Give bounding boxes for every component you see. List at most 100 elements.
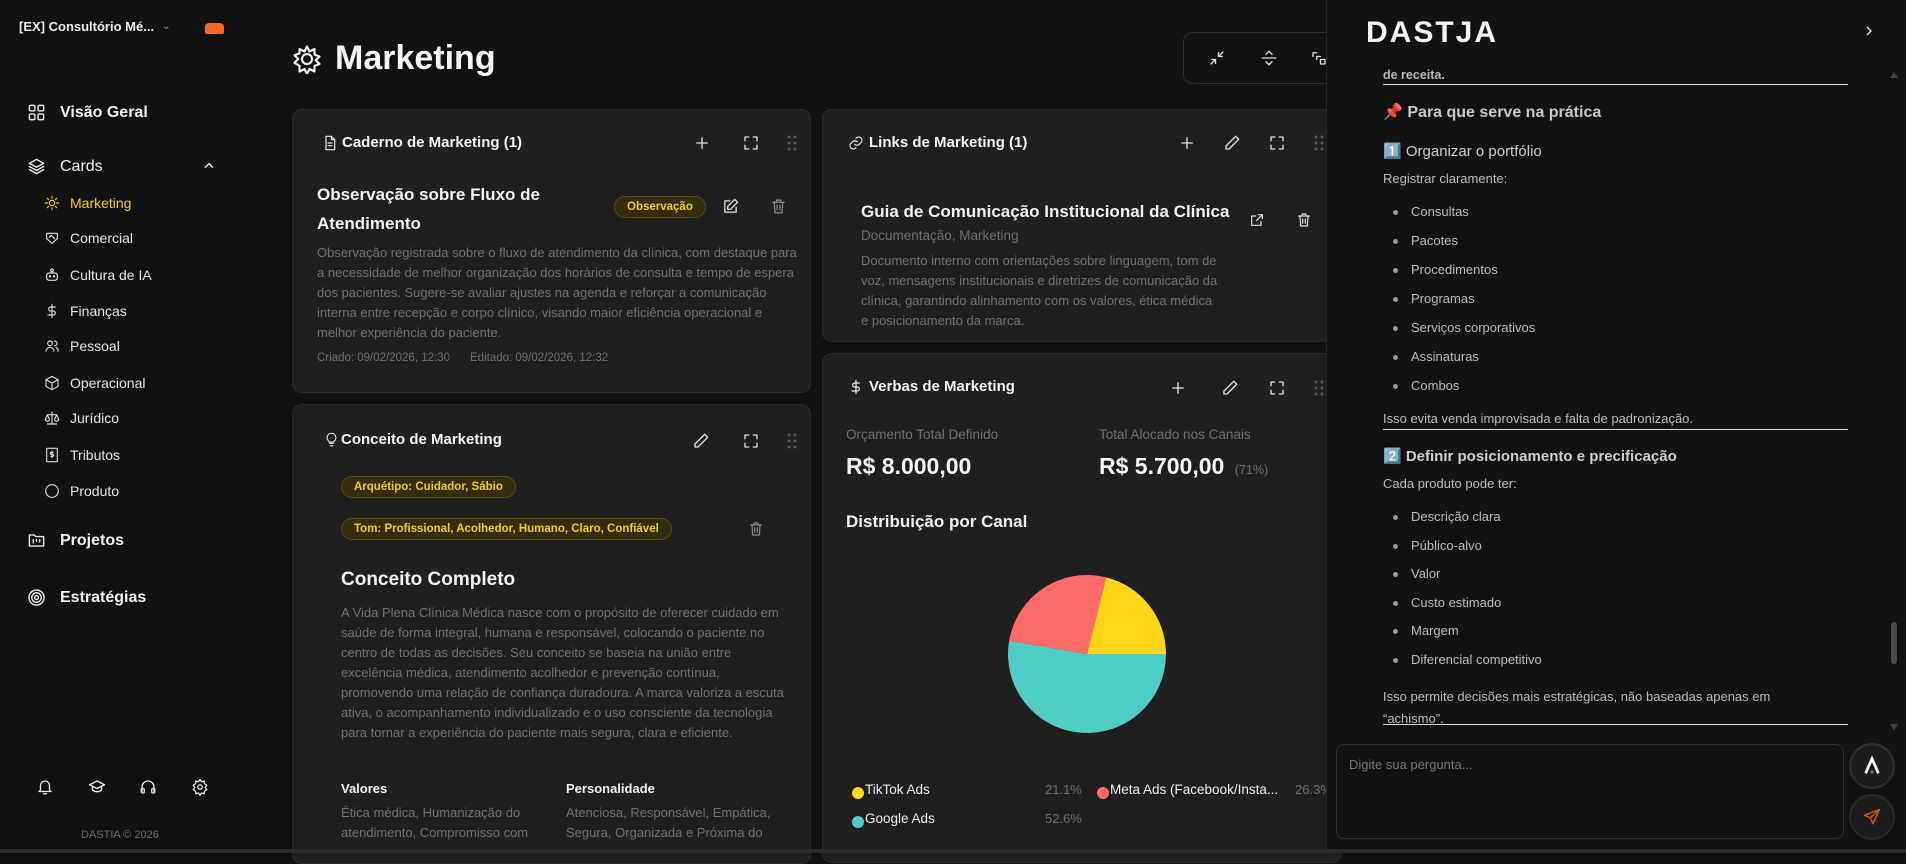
card-title: Verbas de Marketing bbox=[869, 378, 1015, 395]
fullscreen-button[interactable] bbox=[742, 432, 760, 450]
chat-scroll-area[interactable]: de receita. 📌 Para que serve na prática … bbox=[1327, 62, 1906, 734]
legend-percent: 52.6% bbox=[1045, 811, 1082, 826]
sidebar-item-projetos[interactable]: Projetos bbox=[27, 531, 124, 550]
values-title: Valores bbox=[341, 781, 388, 796]
channel-pie-chart bbox=[1008, 575, 1166, 733]
sidebar-item-overview[interactable]: Visão Geral bbox=[27, 103, 148, 122]
fullscreen-button[interactable] bbox=[1268, 379, 1286, 397]
chevron-up-icon[interactable] bbox=[202, 159, 216, 173]
robot-icon bbox=[44, 267, 60, 283]
sidebar-item-estrategias[interactable]: Estratégias bbox=[27, 588, 146, 607]
subheading-1: 1️⃣ Organizar o portfólio bbox=[1383, 143, 1542, 160]
edit-links-button[interactable] bbox=[1223, 134, 1241, 152]
horizontal-scrollbar[interactable] bbox=[0, 849, 1906, 853]
subheading-2: 2️⃣ Definir posicionamento e precificaçã… bbox=[1383, 448, 1677, 465]
send-button[interactable] bbox=[1849, 794, 1895, 840]
bell-icon[interactable] bbox=[36, 778, 54, 796]
sidebar-item-pessoal[interactable]: Pessoal bbox=[44, 336, 120, 356]
list-item: Programas bbox=[1393, 291, 1475, 306]
scrollbar-track[interactable] bbox=[1889, 68, 1899, 734]
scroll-down-arrow[interactable] bbox=[1890, 724, 1898, 730]
legend-label: Google Ads bbox=[865, 811, 935, 826]
budget-card: Verbas de Marketing Orçamento Total Defi… bbox=[822, 353, 1342, 863]
link-icon bbox=[848, 135, 864, 151]
add-note-button[interactable] bbox=[693, 134, 711, 152]
workspace-selector[interactable]: [EX] Consultório Mé... ⌄ bbox=[19, 19, 170, 34]
graduation-cap-icon[interactable] bbox=[88, 778, 106, 796]
edit-concept-button[interactable] bbox=[692, 432, 710, 450]
distribution-title: Distribuição por Canal bbox=[846, 512, 1028, 531]
legend-dot bbox=[852, 787, 864, 799]
drag-handle-icon[interactable] bbox=[1313, 134, 1325, 152]
expand-vertical-icon[interactable] bbox=[1260, 49, 1278, 67]
sidebar-item-label: Marketing bbox=[70, 195, 132, 211]
users-icon bbox=[44, 338, 60, 354]
grid-icon bbox=[28, 104, 45, 121]
card-title: Links de Marketing (1) bbox=[869, 134, 1028, 151]
collapse-panel-chevron-icon[interactable] bbox=[1863, 24, 1875, 38]
pie-slice-google bbox=[1008, 641, 1166, 733]
sidebar-item-label: Produto bbox=[70, 483, 120, 499]
list-item: Custo estimado bbox=[1392, 594, 1502, 610]
values-text: Ética médica, Humanização do atendimento… bbox=[341, 805, 529, 840]
note-body: Observação registrada sobre o fluxo de a… bbox=[317, 245, 797, 340]
list-item: Descrição clara bbox=[1393, 509, 1501, 524]
scrollbar-thumb[interactable] bbox=[1891, 622, 1897, 664]
section-heading: 📌 Para que serve na prática bbox=[1383, 104, 1602, 121]
add-budget-button[interactable] bbox=[1169, 379, 1187, 397]
edit-budget-button[interactable] bbox=[1221, 379, 1239, 397]
list-item: Pacotes bbox=[1393, 233, 1458, 248]
list-item: Margem bbox=[1393, 623, 1459, 639]
sidebar-item-financas[interactable]: Finanças bbox=[44, 301, 127, 321]
fullscreen-button[interactable] bbox=[1268, 134, 1286, 152]
total-budget-label: Orçamento Total Definido bbox=[846, 427, 999, 442]
assistant-avatar-button[interactable] bbox=[1849, 743, 1895, 789]
sidebar-item-label: Jurídico bbox=[70, 410, 120, 426]
list-item: Consultas bbox=[1393, 204, 1469, 219]
allocated-label: Total Alocado nos Canais bbox=[1099, 427, 1251, 442]
delete-concept-button[interactable] bbox=[748, 521, 764, 537]
collapse-all-icon[interactable] bbox=[1208, 49, 1226, 67]
full-concept-text: A Vida Plena Clínica Médica nasce com o … bbox=[341, 605, 784, 740]
chat-input[interactable] bbox=[1336, 744, 1844, 839]
dastia-mark-icon bbox=[1864, 755, 1880, 774]
fullscreen-button[interactable] bbox=[742, 134, 760, 152]
legend-dot bbox=[852, 816, 864, 828]
headphones-icon[interactable] bbox=[139, 778, 157, 796]
edit-note-button[interactable] bbox=[722, 198, 739, 215]
scroll-up-arrow[interactable] bbox=[1890, 72, 1898, 78]
drag-handle-icon[interactable] bbox=[786, 134, 798, 152]
drag-handle-icon[interactable] bbox=[1313, 379, 1325, 397]
sidebar-item-cultura-ia[interactable]: Cultura de IA bbox=[44, 265, 152, 285]
workspace-badge bbox=[205, 23, 224, 34]
settings-gear-icon[interactable] bbox=[191, 778, 209, 796]
link-title[interactable]: Guia de Comunicação Institucional da Clí… bbox=[861, 202, 1230, 221]
box-icon bbox=[44, 375, 60, 391]
sidebar-item-juridico[interactable]: Jurídico bbox=[44, 408, 119, 428]
sidebar-item-tributos[interactable]: Tributos bbox=[44, 445, 120, 465]
delete-link-button[interactable] bbox=[1296, 212, 1312, 228]
sidebar-item-produto[interactable]: Produto bbox=[44, 481, 119, 501]
file-text-icon bbox=[322, 135, 338, 151]
list-item: Serviços corporativos bbox=[1392, 320, 1536, 335]
sidebar-item-operacional[interactable]: Operacional bbox=[44, 373, 146, 393]
sidebar-section-cards[interactable]: Cards bbox=[27, 157, 103, 176]
sidebar-item-marketing[interactable]: Marketing bbox=[44, 193, 131, 213]
sidebar-item-label: Visão Geral bbox=[60, 103, 148, 121]
divider bbox=[1383, 84, 1848, 85]
sidebar-item-comercial[interactable]: Comercial bbox=[44, 228, 133, 248]
prev-tail-text: de receita. bbox=[1383, 68, 1445, 82]
layout-shapes-icon[interactable] bbox=[1310, 49, 1328, 67]
drag-handle-icon[interactable] bbox=[786, 432, 798, 450]
dastia-logo: DASTJA bbox=[1366, 16, 1499, 49]
delete-note-button[interactable] bbox=[770, 198, 787, 215]
tone-badge: Tom: Profissional, Acolhedor, Humano, Cl… bbox=[341, 518, 672, 540]
legend-label: Meta Ads (Facebook/Insta... bbox=[1110, 782, 1279, 797]
sidebar-item-label: Finanças bbox=[70, 303, 127, 319]
allocated-value: R$ 5.700,00 (71%) bbox=[1099, 453, 1268, 480]
legend-percent: 26.3% bbox=[1295, 782, 1332, 797]
personality-title: Personalidade bbox=[566, 781, 655, 796]
open-external-link-button[interactable] bbox=[1249, 212, 1265, 228]
add-link-button[interactable] bbox=[1178, 134, 1196, 152]
paragraph: Registrar claramente: bbox=[1383, 171, 1508, 186]
